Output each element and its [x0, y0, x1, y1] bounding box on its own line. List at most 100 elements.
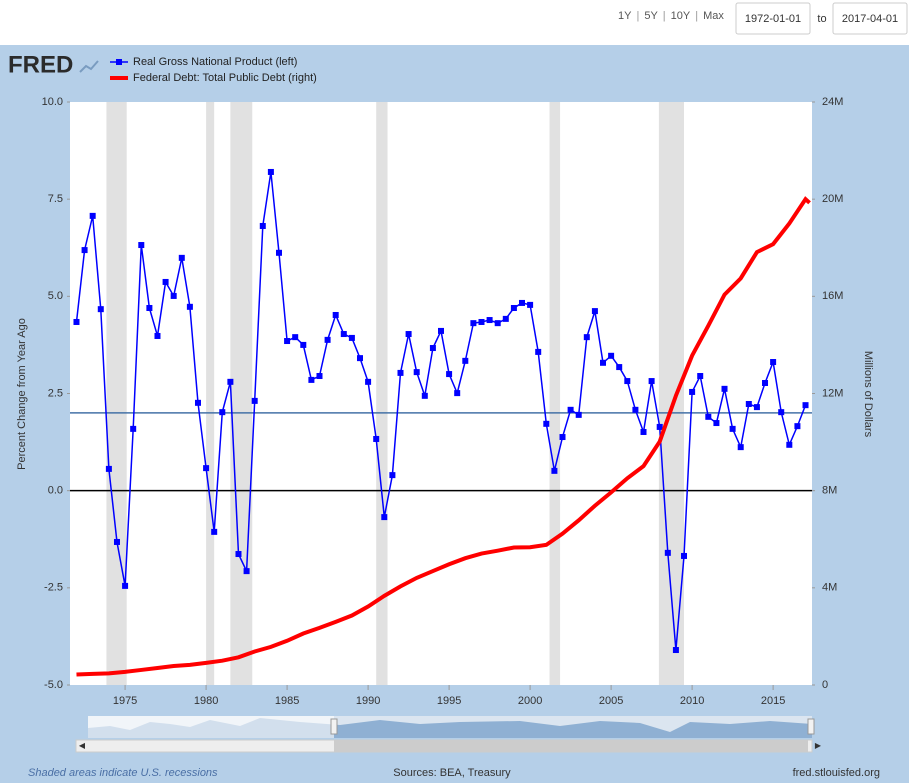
- point: [389, 472, 396, 479]
- point: [267, 168, 274, 175]
- point: [608, 352, 615, 359]
- point: [381, 514, 388, 521]
- scroll-right[interactable]: ▶: [815, 741, 822, 750]
- point: [316, 373, 323, 380]
- point: [729, 425, 736, 432]
- legend-marker: [116, 59, 122, 65]
- point: [284, 338, 291, 345]
- point: [146, 304, 153, 311]
- point: [211, 528, 218, 535]
- navigator-handle[interactable]: [330, 718, 338, 735]
- point: [332, 311, 339, 318]
- x-tick-label: 2000: [518, 695, 542, 707]
- point: [275, 249, 282, 256]
- logo: FRED: [8, 51, 73, 78]
- point: [672, 647, 679, 654]
- point: [640, 428, 647, 435]
- y2-tick-label: 16M: [822, 290, 843, 302]
- point: [510, 304, 517, 311]
- point: [292, 334, 299, 341]
- point: [243, 568, 250, 575]
- y2-tick-label: 8M: [822, 485, 837, 497]
- point: [356, 355, 363, 362]
- point: [186, 303, 193, 310]
- point: [130, 425, 137, 432]
- point: [138, 242, 145, 249]
- point: [656, 423, 663, 430]
- range-button[interactable]: 10Y: [671, 10, 691, 22]
- point: [219, 409, 226, 416]
- point: [494, 320, 501, 327]
- legend-label: Federal Debt: Total Public Debt (right): [133, 72, 317, 84]
- point: [762, 380, 769, 387]
- point: [178, 254, 185, 261]
- point: [713, 420, 720, 427]
- point: [648, 378, 655, 385]
- logo-icon: [79, 60, 99, 73]
- point: [705, 413, 712, 420]
- end-date[interactable]: 2017-04-01: [842, 13, 898, 25]
- plot-area: [70, 102, 812, 685]
- point: [616, 364, 623, 371]
- point: [259, 222, 266, 229]
- x-tick-label: 1990: [356, 695, 380, 707]
- end-date-input[interactable]: [832, 2, 908, 35]
- point: [600, 359, 607, 366]
- point: [721, 385, 728, 392]
- range-button[interactable]: Max: [703, 10, 724, 22]
- start-date[interactable]: 1972-01-01: [745, 13, 801, 25]
- point: [154, 332, 161, 339]
- y-tick-label: 5.0: [48, 290, 63, 302]
- point: [81, 247, 88, 254]
- point: [97, 306, 104, 313]
- y-tick-label: -5.0: [44, 679, 63, 691]
- scroll-left[interactable]: ◀: [79, 741, 86, 750]
- point: [551, 467, 558, 474]
- y-tick-label: -2.5: [44, 582, 63, 594]
- point: [519, 299, 526, 306]
- point: [235, 551, 242, 558]
- point: [122, 582, 129, 589]
- point: [535, 348, 542, 355]
- point: [770, 359, 777, 366]
- range-button[interactable]: 1Y: [618, 10, 632, 22]
- point: [251, 397, 258, 404]
- point: [778, 409, 785, 416]
- point: [470, 320, 477, 327]
- navigator-handle[interactable]: [807, 718, 815, 735]
- point: [73, 318, 80, 325]
- point: [454, 390, 461, 397]
- y-tick-label: 2.5: [48, 387, 63, 399]
- start-date-input[interactable]: [735, 2, 811, 35]
- x-tick-label: 2015: [761, 695, 785, 707]
- range-button[interactable]: 5Y: [644, 10, 658, 22]
- point: [786, 441, 793, 448]
- scrollbar-thumb[interactable]: [334, 740, 808, 752]
- x-tick-label: 1995: [437, 695, 461, 707]
- x-tick-label: 2010: [680, 695, 704, 707]
- y2-tick-label: 0: [822, 679, 828, 691]
- recession-band: [376, 102, 388, 685]
- recession-band: [206, 102, 215, 685]
- point: [348, 334, 355, 341]
- point: [567, 406, 574, 413]
- point: [365, 378, 372, 385]
- point: [575, 411, 582, 418]
- footer-site[interactable]: fred.stlouisfed.org: [793, 767, 880, 779]
- footer-note: Shaded areas indicate U.S. recessions: [28, 767, 218, 779]
- series-line: [76, 196, 811, 677]
- point: [486, 317, 493, 324]
- y2-tick-label: 24M: [822, 96, 843, 108]
- point: [113, 538, 120, 545]
- y2-tick-label: 20M: [822, 193, 843, 205]
- y-tick-label: 0.0: [48, 485, 63, 497]
- footer-sources: Sources: BEA, Treasury: [393, 767, 511, 779]
- point: [429, 345, 436, 352]
- point: [583, 334, 590, 341]
- point: [802, 402, 809, 409]
- legend-label: Real Gross National Product (left): [133, 56, 297, 68]
- navigator-mask: [88, 716, 334, 738]
- x-tick-label: 1975: [113, 695, 137, 707]
- y2-axis-label: Millions of Dollars: [862, 351, 874, 438]
